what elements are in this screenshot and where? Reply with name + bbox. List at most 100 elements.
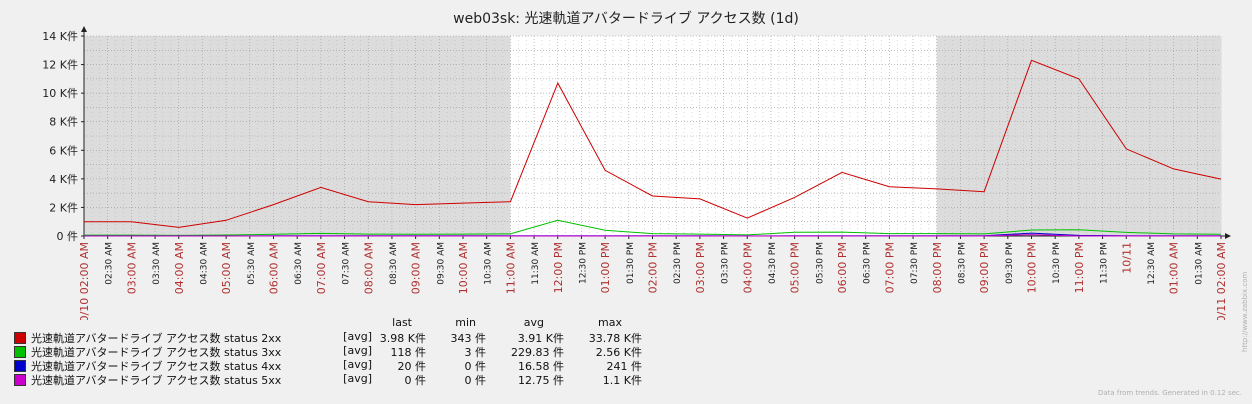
x-tick-label: 03:30 PM — [721, 242, 731, 284]
x-tick-label: 04:30 PM — [768, 242, 778, 284]
legend-header-min: min — [455, 316, 476, 329]
legend-value-max: 2.56 K件 — [595, 346, 642, 359]
series-line-3xx — [84, 219, 1222, 236]
x-tick-label: 12:30 PM — [578, 242, 588, 284]
x-tick-label: 03:00 PM — [694, 242, 707, 293]
x-tick-label: 10/10 02:00 AM — [78, 242, 91, 320]
x-tick-label: 10:00 AM — [457, 242, 470, 294]
legend-value-avg: 12.75 件 — [518, 374, 564, 387]
x-tick-label: 06:30 AM — [294, 242, 304, 285]
legend-header-max: max — [598, 316, 622, 329]
x-tick-label: 02:00 PM — [647, 242, 660, 293]
x-tick-label: 06:00 PM — [836, 242, 849, 293]
chart-title: web03sk: 光速軌道アバタードライブ アクセス数 (1d) — [453, 10, 799, 27]
x-tick-label: 07:30 AM — [342, 242, 352, 285]
series-line-5xx — [84, 234, 1221, 237]
y-tick-label: 10 K件 — [42, 87, 78, 100]
legend-swatch — [14, 360, 26, 372]
y-tick-label: 4 K件 — [49, 173, 78, 186]
x-tick-label: 10:00 PM — [1026, 242, 1039, 293]
y-tick-label: 14 K件 — [42, 30, 78, 43]
watermark: http://www.zabbix.com — [1241, 271, 1249, 352]
x-tick-label: 05:30 AM — [247, 242, 257, 285]
x-axis-arrow — [1225, 233, 1231, 239]
legend-swatch — [14, 346, 26, 358]
legend-series-name: 光速軌道アバタードライブ アクセス数 status 2xx — [31, 332, 282, 345]
y-tick-label: 12 K件 — [42, 59, 78, 72]
x-tick-label: 11:30 PM — [1100, 242, 1110, 284]
legend-value-min: 3 件 — [464, 346, 487, 359]
x-tick-label: 08:30 AM — [389, 242, 399, 285]
x-tick-label: 01:30 PM — [626, 242, 636, 284]
series-line-2xx — [84, 59, 1222, 228]
y-tick-label: 6 K件 — [49, 144, 78, 157]
legend-value-max: 1.1 K件 — [602, 374, 642, 387]
legend-value-func: [avg] — [343, 372, 372, 385]
x-tick-label: 05:00 PM — [789, 242, 802, 293]
x-tick-label: 02:30 AM — [105, 242, 115, 285]
x-tick-label: 03:00 AM — [125, 242, 138, 294]
legend-value-last: 0 件 — [404, 374, 427, 387]
legend-value-avg: 3.91 K件 — [517, 332, 564, 345]
x-tick-label: 10/11 02:00 AM — [1215, 242, 1228, 320]
legend-value-min: 0 件 — [464, 360, 487, 373]
legend-value-last: 118 件 — [390, 346, 427, 359]
legend-series-name: 光速軌道アバタードライブ アクセス数 status 3xx — [31, 346, 282, 359]
x-tick-label: 04:00 PM — [741, 242, 754, 293]
x-tick-label: 05:00 AM — [220, 242, 233, 294]
legend-value-min: 343 件 — [450, 332, 487, 345]
x-tick-label: 09:30 AM — [436, 242, 446, 285]
x-tick-label: 11:00 AM — [504, 242, 517, 294]
legend-swatch — [14, 332, 26, 344]
x-tick-label: 08:00 AM — [362, 242, 375, 294]
x-tick-label: 04:00 AM — [173, 242, 186, 294]
x-tick-label: 10:30 AM — [484, 242, 494, 285]
y-tick-label: 8 K件 — [49, 116, 78, 129]
x-tick-label: 09:00 PM — [978, 242, 991, 293]
footer-note: Data from trends. Generated in 0.12 sec. — [1097, 389, 1242, 397]
x-tick-label: 04:30 AM — [199, 242, 209, 285]
x-tick-label: 12:30 AM — [1147, 242, 1157, 285]
x-tick-label: 05:30 PM — [815, 242, 825, 284]
legend-row: 光速軌道アバタードライブ アクセス数 status 2xx [avg] 3.98 K… — [14, 330, 654, 345]
x-tick-label: 03:30 AM — [152, 242, 162, 285]
legend-value-func: [avg] — [343, 358, 372, 371]
legend-value-last: 3.98 K件 — [379, 332, 426, 345]
legend-value-max: 241 件 — [606, 360, 643, 373]
legend-value-func: [avg] — [343, 344, 372, 357]
legend-value-max: 33.78 K件 — [588, 332, 642, 345]
legend-header-avg: avg — [523, 316, 544, 329]
x-tick-label: 06:00 AM — [268, 242, 281, 294]
x-tick-label: 02:30 PM — [673, 242, 683, 284]
x-tick-label: 10:30 PM — [1052, 242, 1062, 284]
x-tick-label: 08:30 PM — [957, 242, 967, 284]
line-chart: web03sk: 光速軌道アバタードライブ アクセス数 (1d) 0 件 2 K件… — [42, 10, 1231, 320]
x-tick-label: 07:30 PM — [910, 242, 920, 284]
x-tick-label: 11:30 AM — [531, 242, 541, 285]
x-tick-label: 09:30 PM — [1005, 242, 1015, 284]
x-tick-label: 10/11 — [1120, 242, 1133, 274]
legend-value-avg: 16.58 件 — [518, 360, 564, 373]
legend-swatch — [14, 374, 26, 386]
x-tick-label: 01:00 PM — [599, 242, 612, 293]
legend-value-avg: 229.83 件 — [511, 346, 564, 359]
y-axis-arrow — [81, 26, 87, 32]
x-tick-label: 07:00 AM — [315, 242, 328, 294]
legend-value-func: [avg] — [343, 330, 372, 343]
legend-value-last: 20 件 — [397, 360, 427, 373]
x-tick-label: 06:30 PM — [863, 242, 873, 284]
y-tick-label: 0 件 — [57, 230, 79, 243]
legend-row: 光速軌道アバタードライブ アクセス数 status 4xx [avg] 20 件 0 … — [14, 358, 654, 373]
legend-header-last: last — [392, 316, 412, 329]
x-tick-label: 08:00 PM — [931, 242, 944, 293]
legend-series-name: 光速軌道アバタードライブ アクセス数 status 5xx — [31, 374, 282, 387]
x-tick-label: 01:00 AM — [1168, 242, 1181, 294]
x-tick-label: 07:00 PM — [883, 242, 896, 293]
x-tick-label: 11:00 PM — [1073, 242, 1086, 293]
legend-row: 光速軌道アバタードライブ アクセス数 status 3xx [avg] 118 件 3… — [14, 344, 654, 359]
legend-row: 光速軌道アバタードライブ アクセス数 status 5xx [avg] 0 件 0 件… — [14, 372, 654, 387]
legend-value-min: 0 件 — [464, 374, 487, 387]
y-tick-label: 2 K件 — [49, 201, 78, 214]
x-tick-label: 01:30 AM — [1194, 242, 1204, 285]
